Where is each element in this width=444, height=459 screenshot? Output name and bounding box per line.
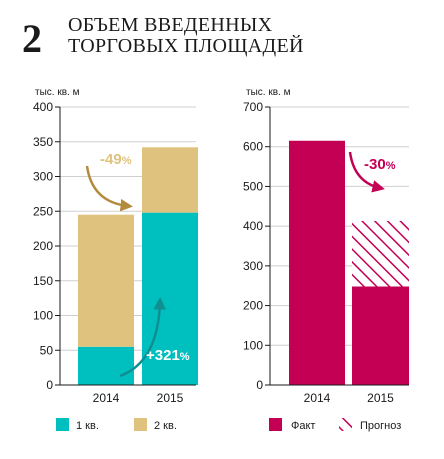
y-tick-label: 700 [243, 100, 263, 114]
x-tick-label: 2014 [304, 391, 331, 405]
growth-arrow [119, 297, 166, 378]
y-tick-label: 0 [46, 378, 53, 392]
x-tick-label: 2015 [367, 391, 394, 405]
y-unit-label: тыс. кв. м [35, 87, 80, 98]
chart-right: тыс. кв. м 0 100 200 300 400 500 600 700 2014 2015… [243, 87, 409, 432]
legend-label: 2 кв. [154, 420, 177, 432]
y-tick-label: 100 [243, 338, 263, 352]
legend-swatch [56, 418, 69, 431]
annotation-decline-right-value: -30 [364, 156, 386, 173]
legend-label: 1 кв. [76, 420, 99, 432]
figure-title-line-1: ОБЪЕМ ВВЕДЕННЫХ [68, 14, 273, 36]
y-tick-label: 100 [33, 309, 53, 323]
y-tick-label: 600 [243, 140, 263, 154]
decline-arrow-right [348, 151, 385, 193]
bar-2015-1 [352, 286, 409, 385]
x-tick-label: 2015 [157, 391, 184, 405]
y-tick-label: 400 [243, 219, 263, 233]
annotation-decline-right: -30% [364, 156, 396, 173]
bar-2014-1 [78, 346, 134, 385]
y-tick-label: 500 [243, 179, 263, 193]
y-unit-label: тыс. кв. м [246, 87, 291, 98]
annotation-growth-unit: % [180, 351, 190, 363]
bar-2015-2 [352, 220, 409, 287]
annotation-decline-right-unit: % [386, 160, 396, 172]
annotation-decline: -49% [100, 151, 132, 168]
y-tick-label: 300 [243, 259, 263, 273]
figure-number: 2 [22, 16, 42, 61]
legend-swatch [339, 418, 352, 431]
y-tick-label: 250 [33, 204, 53, 218]
y-tick-label: 350 [33, 135, 53, 149]
y-tick-label: 200 [243, 299, 263, 313]
chart-left: тыс. кв. м 0 50 100 150 200 250 300 350 400 2014 20… [33, 87, 198, 432]
y-tick-label: 400 [33, 100, 53, 114]
y-tick-label: 0 [256, 378, 263, 392]
annotation-growth-value: +321 [146, 347, 180, 364]
y-tick-label: 300 [33, 170, 53, 184]
y-tick-label: 50 [40, 343, 54, 357]
annotation-decline-value: -49 [100, 151, 122, 168]
bar-2015-2 [142, 147, 198, 213]
legend-label: Прогноз [360, 420, 401, 432]
legend-swatch [134, 418, 147, 431]
bar-2014-1 [289, 140, 345, 385]
annotation-growth: +321% [146, 347, 190, 364]
x-tick-label: 2014 [93, 391, 120, 405]
bar-2014-2 [78, 214, 134, 347]
y-tick-label: 150 [33, 274, 53, 288]
bar-2015-1 [142, 212, 198, 385]
y-tick-label: 200 [33, 239, 53, 253]
legend-label: Факт [291, 420, 315, 432]
legend-swatch [269, 418, 282, 431]
figure-title-line-2: ТОРГОВЫХ ПЛОЩАДЕЙ [68, 34, 304, 57]
decline-arrow [85, 165, 133, 212]
annotation-decline-unit: % [122, 155, 132, 167]
